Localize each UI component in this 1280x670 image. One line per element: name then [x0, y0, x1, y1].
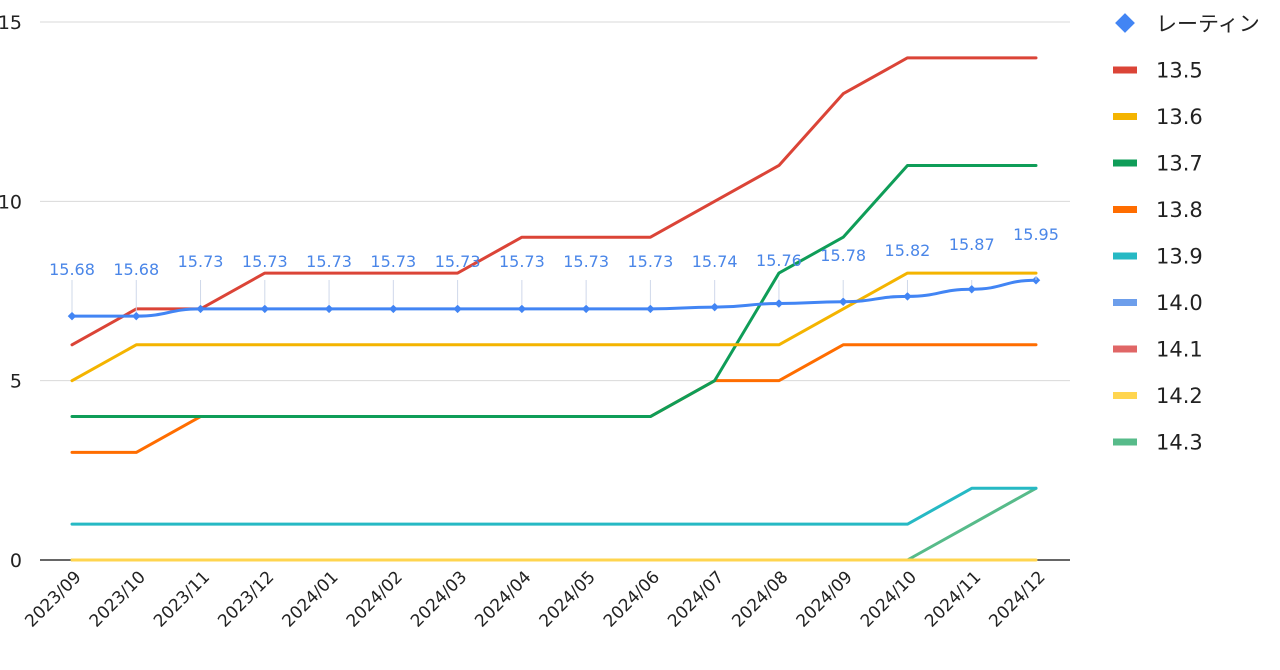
rating-data-label: 15.78 — [820, 246, 866, 265]
legend-label-13-9: 13.9 — [1156, 245, 1203, 269]
legend-label-13-8: 13.8 — [1156, 198, 1203, 222]
rating-point — [132, 311, 141, 321]
x-tick-label: 2024/05 — [536, 567, 600, 631]
x-tick-label: 2024/07 — [664, 567, 728, 631]
x-tick-label: 2024/01 — [279, 567, 343, 631]
rating-point — [646, 304, 655, 314]
rating-data-label: 15.68 — [49, 260, 95, 279]
rating-point — [967, 284, 976, 294]
y-tick-label: 10 — [0, 191, 22, 213]
rating-data-label: 15.74 — [692, 252, 738, 271]
rating-line — [71, 278, 1037, 318]
x-tick-label: 2023/09 — [21, 567, 85, 631]
series-line-13-9 — [70, 486, 1038, 526]
rating-point — [710, 302, 719, 312]
y-tick-label: 5 — [10, 371, 22, 393]
x-tick-label: 2024/10 — [857, 567, 921, 631]
series-line-13-6 — [70, 271, 1038, 383]
rating-data-label: 15.73 — [306, 252, 352, 271]
x-tick-label: 2024/02 — [343, 567, 407, 631]
rating-point — [581, 304, 591, 314]
x-tick-label: 2024/12 — [985, 567, 1049, 631]
rating-point — [196, 304, 205, 314]
legend-label-13-5: 13.5 — [1156, 59, 1203, 83]
legend-swatch-14-1 — [1113, 345, 1137, 353]
rating-point — [774, 299, 784, 308]
series-line-13-8 — [70, 343, 1038, 454]
rating-data-label: 15.87 — [949, 235, 995, 254]
rating-point — [389, 304, 398, 314]
legend-swatch-13-6 — [1113, 113, 1137, 120]
rating-data-label: 15.82 — [885, 241, 931, 260]
x-tick-label: 2024/08 — [728, 567, 792, 631]
legend-swatch-13-8 — [1113, 206, 1137, 213]
rating-data-label: 15.73 — [370, 252, 416, 271]
x-tick-label: 2024/09 — [793, 567, 857, 631]
series-line-13-5 — [70, 56, 1038, 347]
rating-data-label: 15.95 — [1013, 225, 1059, 244]
rating-series — [67, 275, 1041, 321]
legend-swatch-13-5 — [1113, 66, 1137, 74]
legend-swatch-14-0 — [1113, 299, 1137, 306]
rating-point — [67, 311, 77, 321]
x-tick-label: 2023/10 — [86, 567, 150, 631]
series-line-13-7 — [70, 163, 1038, 419]
legend-label-13-6: 13.6 — [1156, 105, 1203, 129]
rating-data-label: 15.68 — [113, 260, 159, 279]
x-tick-label: 2024/06 — [600, 567, 664, 631]
legend-label-14-1: 14.1 — [1156, 338, 1203, 362]
x-tick-label: 2024/04 — [471, 567, 535, 631]
legend-swatch-13-7 — [1113, 159, 1137, 167]
legend-label-13-7: 13.7 — [1156, 152, 1203, 176]
legend-marker-rating — [1115, 13, 1135, 33]
legend-label-14-2: 14.2 — [1156, 384, 1203, 408]
gridlines — [40, 21, 1070, 561]
legend-swatch-14-2 — [1113, 392, 1137, 399]
x-tick-label: 2024/03 — [407, 567, 471, 631]
rating-point — [517, 304, 527, 314]
rating-data-label: 15.73 — [627, 252, 673, 271]
legend-label-14-0: 14.0 — [1156, 291, 1203, 315]
rating-point — [324, 304, 334, 314]
legend: レーティン 13.5 13.6 13.7 13.8 13.9 14.0 14.1 14.2 14.… — [1113, 12, 1260, 455]
rating-point — [838, 297, 848, 307]
x-tick-label: 2023/12 — [214, 567, 278, 631]
rating-data-label: 15.73 — [242, 252, 288, 271]
rating-data-label: 15.73 — [435, 252, 481, 271]
legend-label-rating: レーティン — [1156, 12, 1260, 36]
legend-label-14-3: 14.3 — [1156, 431, 1203, 455]
rating-data-label: 15.76 — [756, 251, 802, 270]
rating-data-label: 15.73 — [178, 252, 224, 271]
legend-swatch-14-3 — [1113, 438, 1137, 446]
legend-swatch-13-9 — [1113, 252, 1137, 260]
rating-data-label: 15.73 — [563, 252, 609, 271]
rating-data-label: 15.73 — [499, 252, 545, 271]
y-tick-label: 15 — [0, 12, 22, 34]
x-tick-label: 2024/11 — [921, 567, 985, 631]
rating-point — [453, 304, 462, 314]
x-tick-label: 2023/11 — [150, 567, 214, 631]
rating-point — [260, 304, 270, 314]
series-lines — [70, 56, 1038, 562]
data-labels: 15.68 15.68 15.73 15.73 15.73 15.73 15.73 15.73… — [49, 225, 1059, 313]
rating-point — [903, 292, 912, 301]
y-tick-label: 0 — [10, 550, 22, 572]
rating-point — [1031, 275, 1041, 285]
